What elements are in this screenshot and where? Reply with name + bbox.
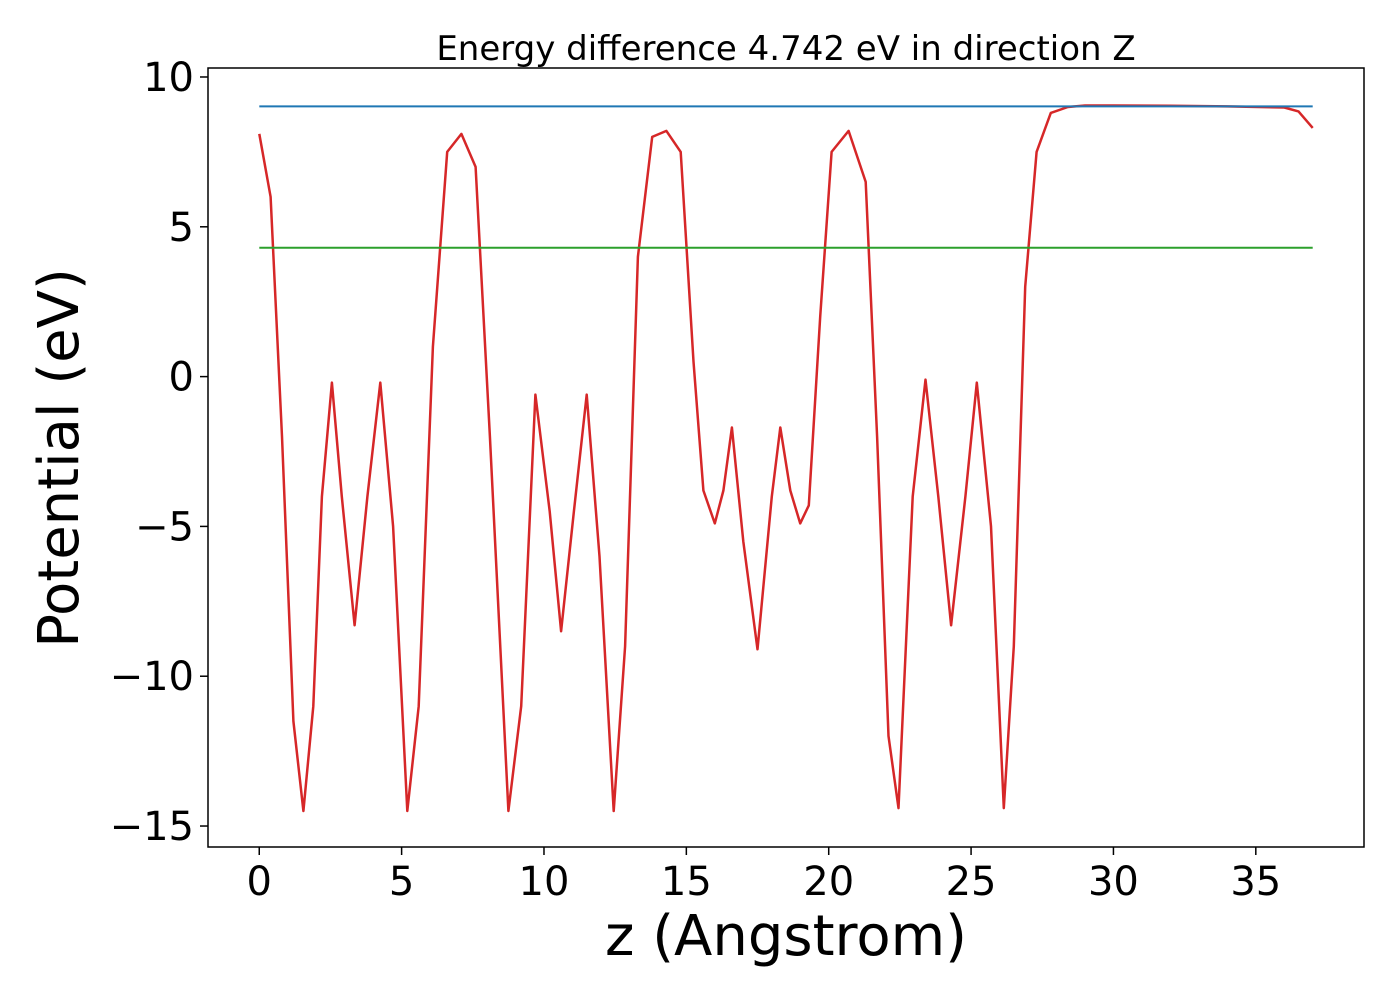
x-tick-label: 30 — [1088, 859, 1139, 905]
y-tick-label: 5 — [169, 205, 194, 251]
y-tick-label: −10 — [110, 654, 194, 700]
x-tick-label: 5 — [389, 859, 414, 905]
y-tick-label: −15 — [110, 804, 194, 850]
x-tick-label: 10 — [519, 859, 570, 905]
series-layer — [258, 104, 1314, 813]
y-axis-label: Potential (eV) — [27, 268, 92, 648]
y-tick-label: 10 — [143, 55, 194, 101]
chart-title: Energy difference 4.742 eV in direction … — [436, 29, 1135, 69]
x-tick-label: 25 — [946, 859, 997, 905]
y-tick-label: −5 — [135, 504, 194, 550]
x-axis-ticks: 0 5 10 15 20 25 30 35 — [247, 847, 1281, 905]
x-tick-label: 0 — [247, 859, 272, 905]
x-axis-label: z (Angstrom) — [605, 904, 967, 969]
y-axis-ticks: 10 5 0 −5 −10 −15 — [110, 55, 208, 850]
y-tick-label: 0 — [169, 355, 194, 401]
x-tick-label: 15 — [661, 859, 712, 905]
x-tick-label: 20 — [803, 859, 854, 905]
x-tick-label: 35 — [1230, 859, 1281, 905]
series-line-0 — [258, 104, 1314, 813]
